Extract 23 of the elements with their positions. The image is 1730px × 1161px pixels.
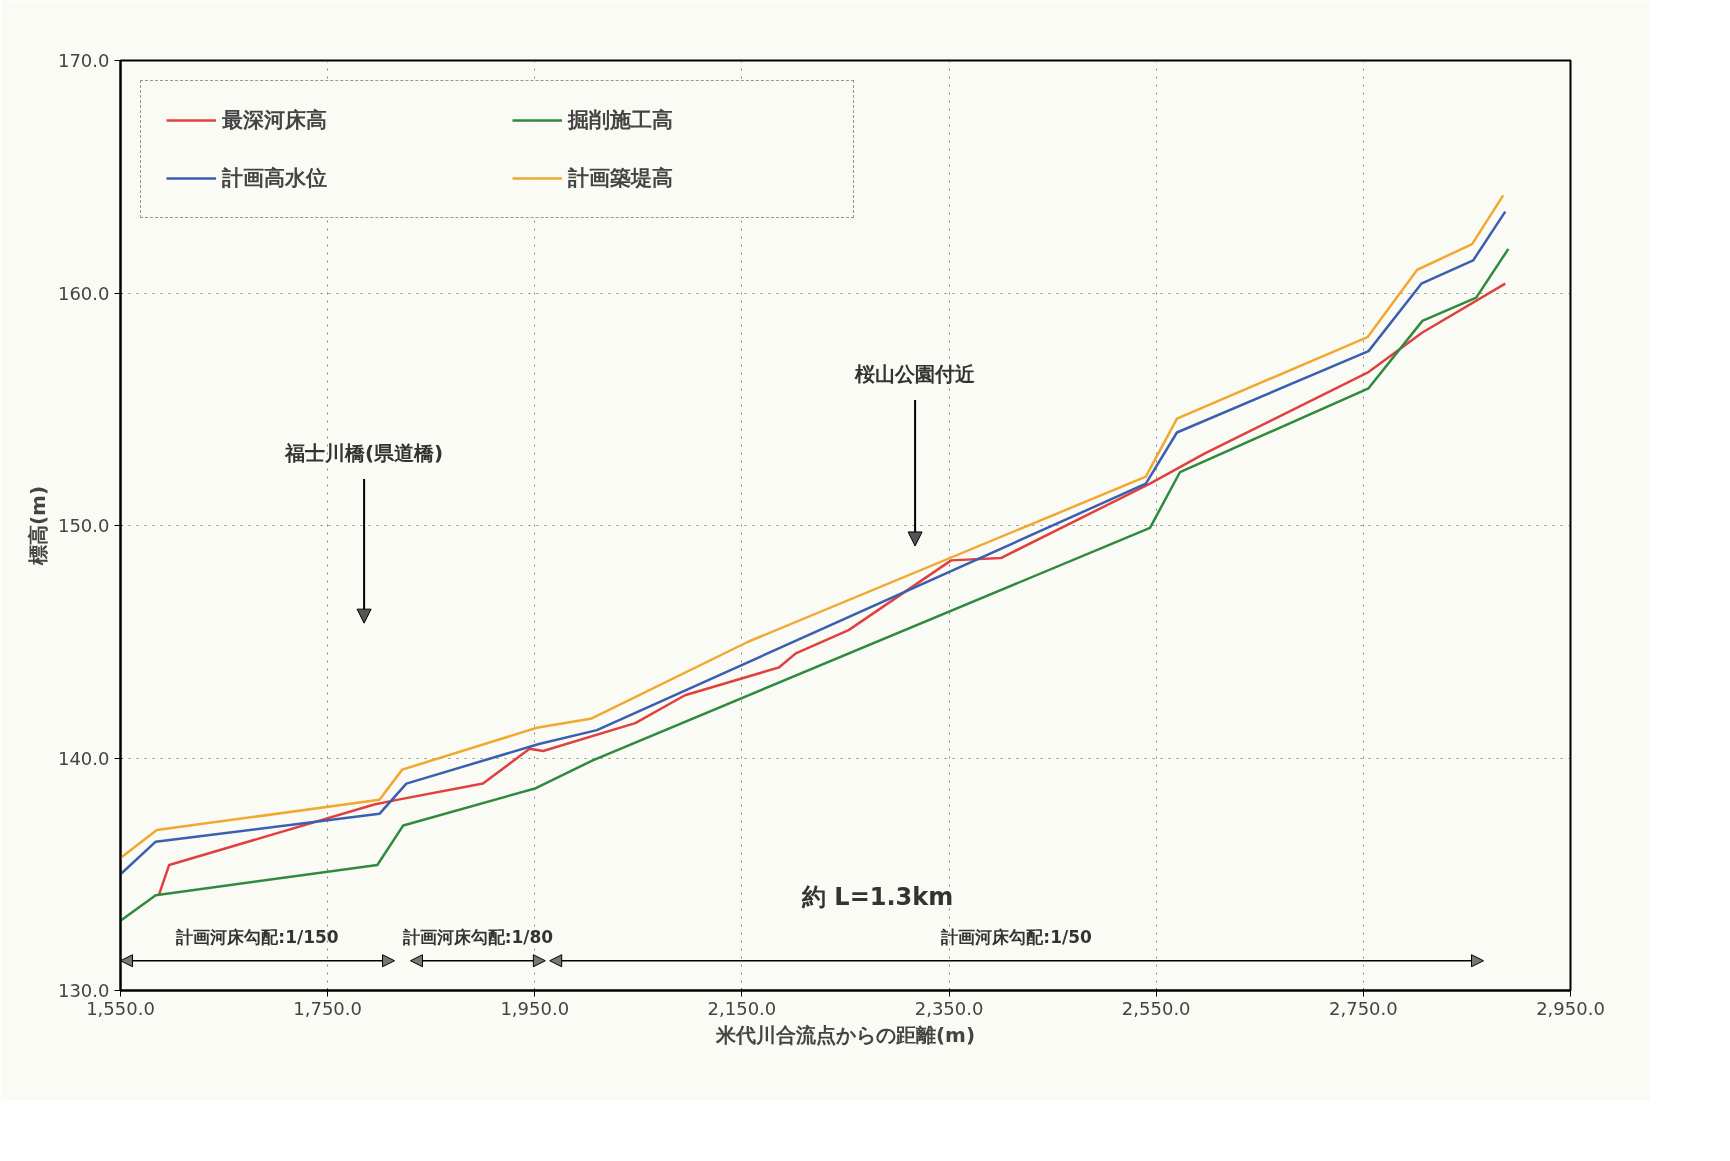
legend-label: 最深河床高 xyxy=(222,107,328,134)
y-tick-label: 160.0 xyxy=(57,282,110,304)
legend-label: 掘削施工高 xyxy=(568,107,674,134)
x-tick-label: 2,750.0 xyxy=(1329,997,1398,1019)
annotation: 福士川橋(県道橋) xyxy=(283,441,444,465)
annotation: 計画河床勾配:1/80 xyxy=(401,926,554,947)
x-tick-label: 2,350.0 xyxy=(914,997,984,1019)
annotation: 約 L=1.3km xyxy=(801,883,954,912)
x-tick-label: 1,950.0 xyxy=(500,997,570,1019)
annotation: 計画河床勾配:1/150 xyxy=(175,926,339,947)
annotation: 桜山公園付近 xyxy=(854,361,976,386)
x-tick-label: 2,150.0 xyxy=(707,997,777,1019)
x-tick-label: 1,750.0 xyxy=(293,997,363,1019)
y-tick-label: 150.0 xyxy=(57,515,110,536)
legend-label: 計画築堤高 xyxy=(568,165,674,192)
x-tick-label: 2,550.0 xyxy=(1121,997,1191,1019)
x-axis-title: 米代川合流点からの距離(m) xyxy=(714,1022,976,1047)
legend-label: 計画高水位 xyxy=(222,165,328,192)
x-tick-label: 2,950.0 xyxy=(1536,997,1605,1019)
y-tick-label: 140.0 xyxy=(57,747,110,769)
y-axis-title: 標高(m) xyxy=(25,485,50,567)
annotation: 計画河床勾配:1/50 xyxy=(940,926,1093,947)
y-tick-label: 170.0 xyxy=(57,50,110,71)
